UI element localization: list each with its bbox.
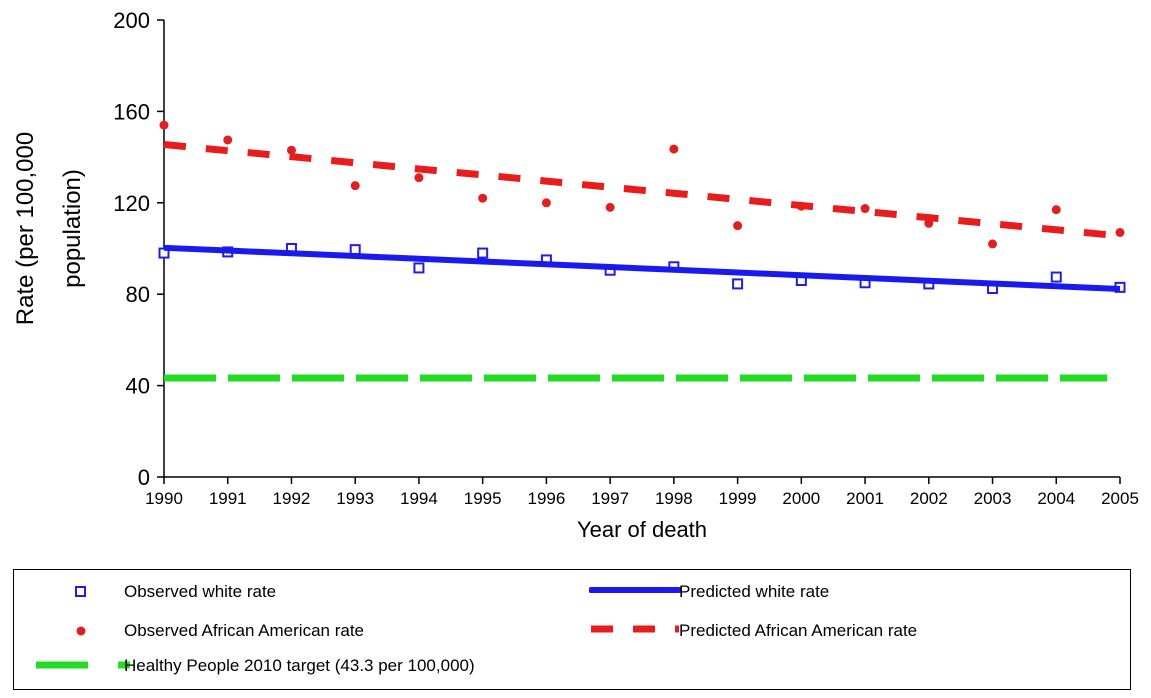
x-tick-label: 1999 bbox=[719, 489, 757, 508]
series-layer bbox=[158, 120, 1126, 382]
observed-african-american-point bbox=[350, 181, 360, 191]
x-tick-label: 1990 bbox=[145, 489, 183, 508]
chart: 0 40 80 120 160 200 1990 1991 1992 1993 1994 1995 19… bbox=[12, 8, 1139, 542]
observed-african-american-point bbox=[223, 135, 233, 145]
legend: Observed white rate Predicted white rate… bbox=[13, 569, 1131, 690]
x-tick-label: 2002 bbox=[910, 489, 948, 508]
observed-african-american-point bbox=[286, 145, 296, 155]
observed-white-point bbox=[413, 262, 425, 274]
legend-label-observed-white: Observed white rate bbox=[124, 582, 277, 601]
x-tick-label: 2001 bbox=[846, 489, 884, 508]
x-tick-label: 2003 bbox=[974, 489, 1012, 508]
x-tick-label: 2004 bbox=[1037, 489, 1075, 508]
y-tick-label: 0 bbox=[138, 465, 150, 490]
observed-african-american-point bbox=[541, 198, 551, 208]
x-tick-label: 2000 bbox=[782, 489, 820, 508]
x-tick-label: 1994 bbox=[400, 489, 438, 508]
observed-african-american-point bbox=[733, 221, 743, 231]
observed-african-american-point bbox=[669, 144, 679, 154]
observed-african-american-point bbox=[605, 202, 615, 212]
x-tick-label: 1998 bbox=[655, 489, 693, 508]
y-axis-label-line-1: Rate (per 100,000 bbox=[12, 132, 39, 325]
observed-african-american-point bbox=[414, 173, 424, 183]
legend-label-healthy-people-target: Healthy People 2010 target (43.3 per 100… bbox=[124, 656, 475, 675]
observed-white-point bbox=[1050, 271, 1062, 283]
axes: 0 40 80 120 160 200 1990 1991 1992 1993 1994 1995 19… bbox=[113, 8, 1139, 508]
x-tick-label: 1995 bbox=[464, 489, 502, 508]
observed-african-american-point bbox=[860, 204, 870, 214]
legend-swatch-healthy-people-target bbox=[36, 661, 130, 669]
observed-african-american-point bbox=[1051, 205, 1061, 215]
observed-white-point bbox=[477, 247, 489, 259]
legend-swatch-predicted-african-american bbox=[591, 625, 679, 633]
observed-african-american-point bbox=[478, 193, 488, 203]
legend-swatch-predicted-white bbox=[589, 587, 681, 593]
observed-white-point bbox=[732, 278, 744, 290]
x-tick-label: 2005 bbox=[1101, 489, 1139, 508]
y-tick-label: 120 bbox=[113, 191, 150, 216]
y-tick-label: 160 bbox=[113, 99, 150, 124]
legend-label-predicted-african-american: Predicted African American rate bbox=[679, 621, 918, 640]
x-tick-label: 1993 bbox=[336, 489, 374, 508]
x-tick-label: 1997 bbox=[591, 489, 629, 508]
legend-swatch-observed-african-american bbox=[76, 626, 86, 636]
y-tick-label: 40 bbox=[126, 374, 150, 399]
x-tick-label: 1992 bbox=[273, 489, 311, 508]
x-tick-label: 1996 bbox=[527, 489, 565, 508]
y-tick-label: 200 bbox=[113, 8, 150, 33]
legend-swatch-observed-white bbox=[75, 586, 86, 597]
series-line-1 bbox=[163, 244, 1121, 292]
x-axis-label: Year of death bbox=[577, 517, 707, 542]
observed-african-american-point bbox=[988, 239, 998, 249]
legend-label-predicted-white: Predicted white rate bbox=[679, 582, 830, 601]
legend-label-observed-african-american: Observed African American rate bbox=[124, 621, 365, 640]
series-line-3 bbox=[163, 141, 1121, 240]
y-tick-label: 80 bbox=[126, 282, 150, 307]
observed-white-point bbox=[349, 244, 361, 256]
observed-african-american-point bbox=[159, 120, 169, 130]
y-axis-label-line-2: population) bbox=[59, 169, 86, 288]
x-tick-label: 1991 bbox=[209, 489, 247, 508]
observed-african-american-point bbox=[1115, 228, 1125, 238]
